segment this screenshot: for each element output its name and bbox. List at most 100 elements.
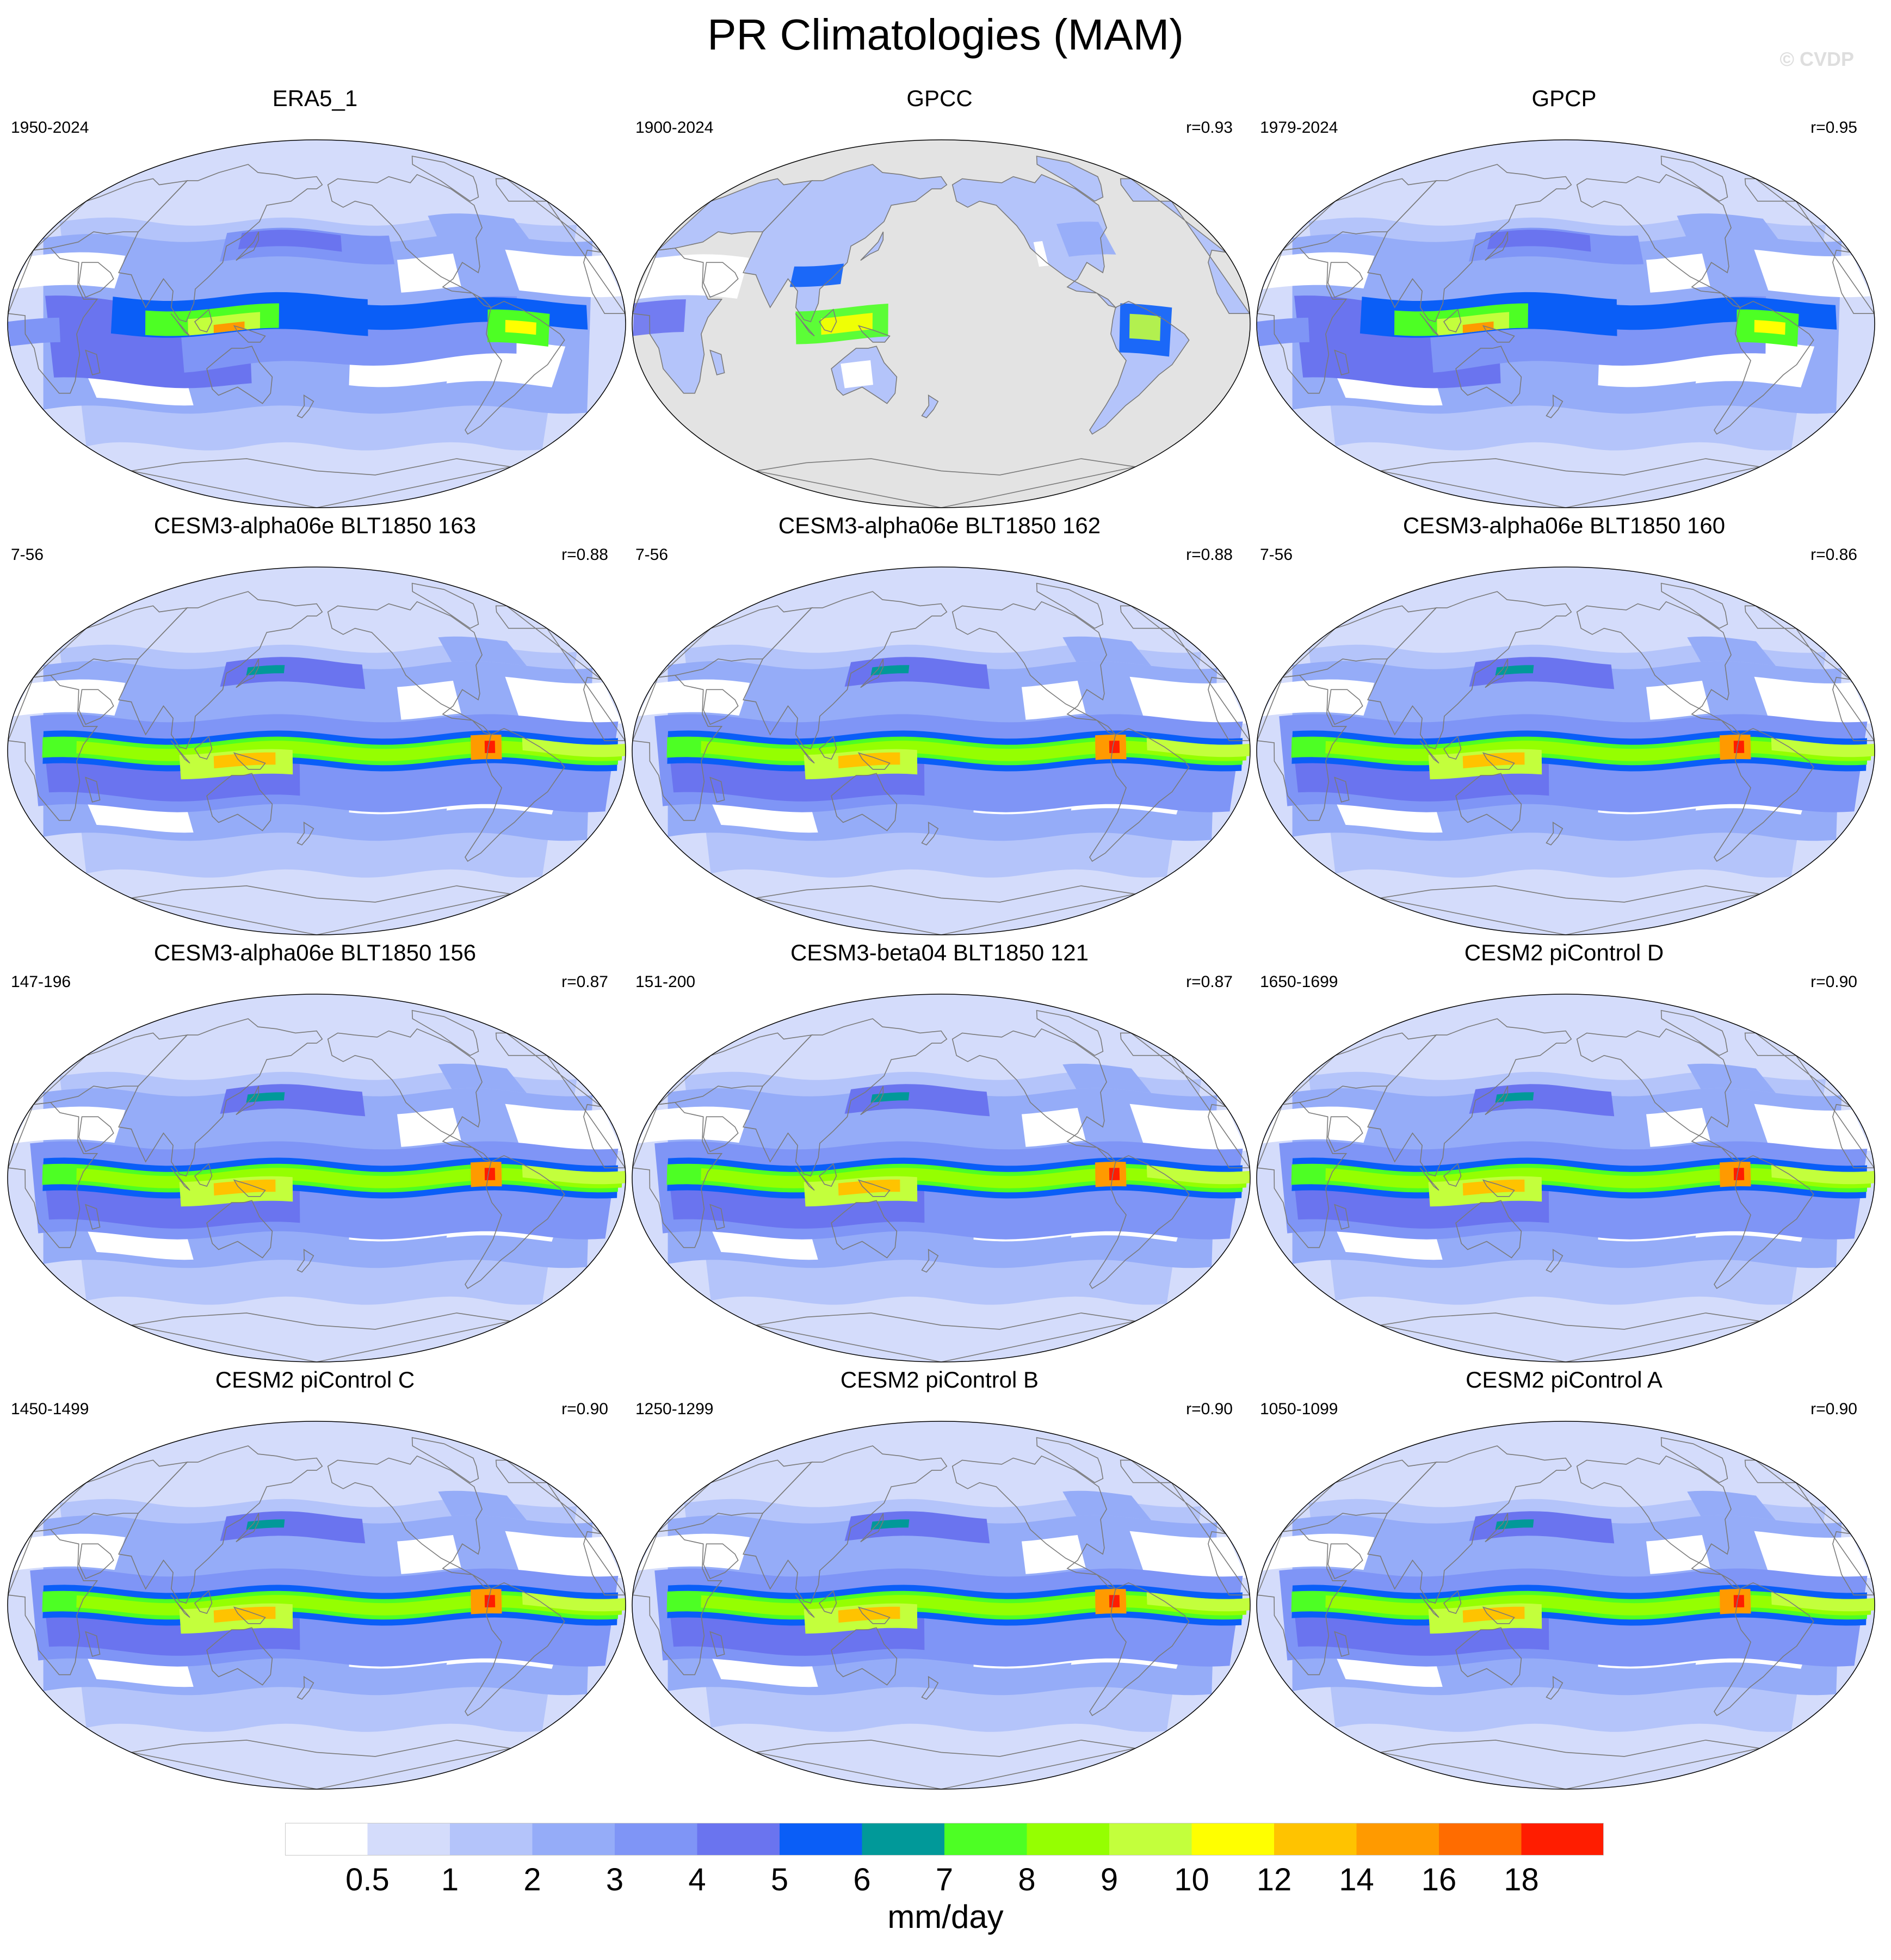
coastline-sumatra: [795, 1594, 815, 1618]
colorbar-tick-labels: 0.5 1 2 3 4 5 6 7 8 9 10 12 14 16 18: [0, 1861, 1891, 1899]
coastline-newguinea: [857, 1179, 891, 1197]
panel-correlation: r=0.90: [561, 1400, 608, 1418]
panel-period: 1650-1699: [1260, 973, 1338, 991]
coastline-arabia-india: [78, 262, 114, 298]
panel-period: 7-56: [11, 546, 44, 564]
cvdp-watermark: © CVDP: [1779, 48, 1854, 70]
map: [7, 566, 626, 935]
coastline-madagascar: [709, 349, 725, 375]
coastline-newguinea: [857, 752, 891, 770]
coastline-eurasia-east: [1367, 1018, 1572, 1177]
map-border: [7, 566, 626, 935]
panel-correlation: r=0.90: [1186, 1400, 1233, 1418]
panel-period: 1900-2024: [635, 119, 714, 137]
panel-correlation: r=0.88: [1186, 546, 1233, 564]
coastline-japan: [236, 658, 259, 688]
precip-field: [1257, 994, 1875, 1362]
coastline-madagascar: [1334, 776, 1350, 803]
coastline-antarctica: [1380, 1312, 1760, 1362]
colorbar-swatch: [1439, 1823, 1522, 1856]
coastline-madagascar: [85, 1204, 101, 1230]
coastline-south-america: [1089, 728, 1190, 862]
coastline-greenland: [411, 583, 479, 629]
coastline-newguinea: [857, 1606, 891, 1624]
panel-correlation: r=0.90: [1810, 1400, 1857, 1418]
coastline-north-america: [1576, 601, 1742, 736]
coastline-antarctica: [756, 1740, 1136, 1789]
colorbar-frame: [285, 1823, 1604, 1856]
map-panel: GPCC 1900-2024 r=0.93: [627, 84, 1252, 514]
coastline-north-america: [951, 601, 1117, 736]
coastline-south-america: [465, 1155, 565, 1289]
coastline-arabia-india: [1327, 262, 1363, 298]
map-panel: CESM2 piControl B 1250-1299 r=0.90: [627, 1366, 1252, 1796]
coastline-antarctica: [1380, 458, 1760, 508]
coastline-madagascar: [709, 1204, 725, 1230]
coastline-africa-west: [632, 1102, 723, 1248]
panel-period: 7-56: [635, 546, 669, 564]
coastline-arabia-india: [78, 1116, 114, 1152]
panel-correlation: r=0.87: [1186, 973, 1233, 991]
colorbar-tick-label: 14: [1339, 1862, 1374, 1897]
precip-field: [8, 567, 626, 935]
coastline-madagascar: [1334, 1204, 1350, 1230]
coastline-africa-west: [1257, 248, 1348, 394]
panel-title: GPCC: [906, 85, 973, 111]
coastline-eurasia-east: [1367, 591, 1572, 750]
coastline-africa-west: [1257, 1529, 1348, 1675]
colorbar-swatch: [367, 1823, 450, 1856]
colorbar-swatch: [1521, 1823, 1604, 1856]
colorbar-swatch: [1027, 1823, 1110, 1856]
coastline-antarctica: [756, 885, 1136, 935]
map-panel: CESM3-beta04 BLT1850 121 151-200 r=0.87: [627, 939, 1252, 1369]
map-panel: ERA5_1 1950-2024: [2, 84, 628, 514]
coastline-eurasia-east: [118, 1018, 323, 1177]
coastline-madagascar: [709, 1631, 725, 1657]
colorbar-swatch: [1109, 1823, 1192, 1856]
coastline-australia: [1455, 1200, 1522, 1259]
coastline-arabia-india: [1327, 1543, 1363, 1580]
coastline-antarctica: [131, 1312, 511, 1362]
colorbar-swatch: [615, 1823, 697, 1856]
map: [1256, 139, 1875, 508]
coastline-south-america: [1089, 1155, 1190, 1289]
coastline-newguinea: [233, 325, 266, 343]
coastline-newguinea: [233, 752, 266, 770]
map: [7, 1421, 626, 1790]
coastline-greenland: [411, 156, 479, 202]
panel-correlation: r=0.88: [561, 546, 608, 564]
coastline-arabia-india: [703, 262, 739, 298]
colorbar-tick-label: 2: [523, 1862, 541, 1897]
coastline-sumatra: [795, 313, 815, 337]
panel-title: ERA5_1: [272, 85, 358, 111]
coastline-south-america: [1714, 728, 1814, 862]
coastline-europe-west: [1281, 1459, 1438, 1532]
panel-period: 1950-2024: [11, 119, 89, 137]
coastline-nz: [296, 1248, 314, 1273]
colorbar-swatch: [532, 1823, 615, 1856]
map: [7, 994, 626, 1363]
coastline-europe-west: [657, 1032, 813, 1105]
coastline-australia: [1455, 1627, 1522, 1686]
precip-field: [632, 140, 1250, 508]
coastline-nz: [921, 394, 939, 418]
coastline-sumatra: [170, 1167, 190, 1191]
coastline-greenland: [1660, 156, 1728, 202]
coastline-japan: [236, 1513, 259, 1543]
panel-title: CESM3-beta04 BLT1850 121: [790, 940, 1089, 965]
coastline-newguinea: [233, 1179, 266, 1197]
panel-period: 1979-2024: [1260, 119, 1338, 137]
map-border: [632, 566, 1251, 935]
precip-field: [632, 1421, 1250, 1789]
map-border: [632, 1421, 1251, 1790]
coastline-north-america: [327, 1028, 493, 1163]
coastline-europe-west: [657, 1459, 813, 1532]
coastline-africa-west: [632, 248, 723, 394]
precip-field: [632, 994, 1250, 1362]
map: [1256, 566, 1875, 935]
panel-period: 1450-1499: [11, 1400, 89, 1418]
map-border: [632, 139, 1251, 508]
panel-period: 147-196: [11, 973, 71, 991]
colorbar-swatch: [697, 1823, 780, 1856]
coastline-north-america: [951, 174, 1117, 309]
